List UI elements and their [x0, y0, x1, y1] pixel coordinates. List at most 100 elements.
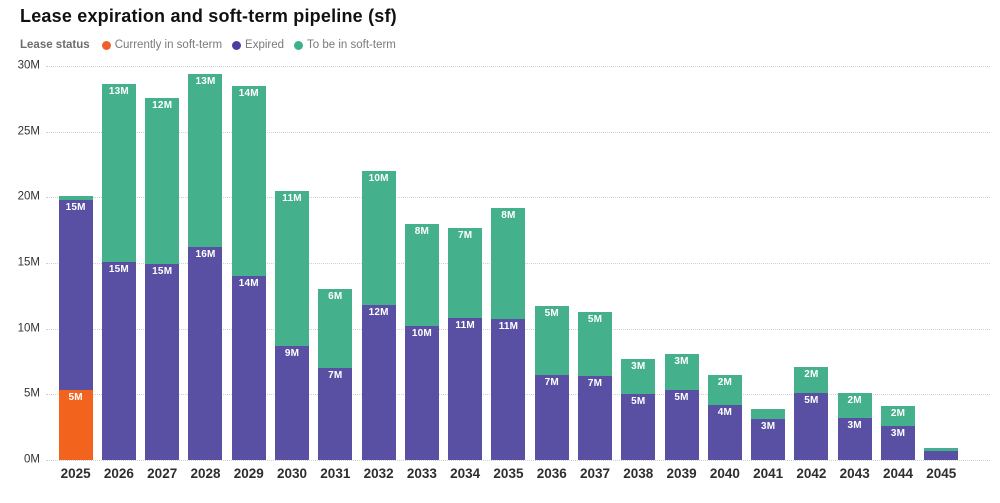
bar-segment-to-be-in-soft-term-2038[interactable]: 3M — [621, 358, 656, 395]
legend-item-currently-in-soft-term[interactable]: Currently in soft-term — [101, 39, 222, 51]
bar-segment-expired-2038[interactable]: 5M — [621, 394, 656, 460]
gridline — [46, 66, 990, 67]
bar-segment-expired-2040[interactable]: 4M — [707, 404, 742, 460]
bar-segment-expired-2042[interactable]: 5M — [794, 393, 829, 460]
bar-segment-to-be-in-soft-term-2041[interactable] — [751, 408, 786, 420]
bar-column-2028: 16M 13M 2028 — [184, 66, 227, 480]
bar-segment-expired-2033[interactable]: 10M — [404, 326, 439, 460]
bar-column-2038: 5M 3M 2038 — [617, 66, 660, 480]
bar-segment-expired-2043[interactable]: 3M — [837, 417, 872, 460]
bar-segment-to-be-in-soft-term-2033[interactable]: 8M — [404, 223, 439, 327]
x-axis-tick-label: 2026 — [103, 466, 134, 481]
x-axis-tick-label: 2044 — [882, 466, 913, 481]
bar-segment-value-label: 2M — [890, 408, 906, 420]
x-axis-tick-label: 2030 — [277, 466, 308, 481]
bar-segment-value-label: 5M — [674, 392, 689, 404]
bar-segment-expired-2029[interactable]: 14M — [231, 276, 266, 460]
bar-segment-value-label: 3M — [847, 419, 862, 431]
bar-segment-value-label: 3M — [890, 427, 906, 439]
bar-segment-value-label: 3M — [760, 421, 776, 433]
bar-column-2029: 14M 14M 2029 — [227, 66, 270, 480]
x-axis-tick-label: 2041 — [753, 466, 784, 481]
bar-segment-expired-2025[interactable]: 15M — [58, 199, 93, 391]
bar-segment-to-be-in-soft-term-2029[interactable]: 14M — [231, 85, 266, 277]
bar-segment-to-be-in-soft-term-2037[interactable]: 5M — [578, 311, 613, 376]
bar-segment-to-be-in-soft-term-2034[interactable]: 7M — [448, 227, 483, 319]
legend-item-label: To be in soft-term — [307, 39, 396, 51]
bar-segment-to-be-in-soft-term-2025[interactable] — [58, 196, 93, 200]
bar-segment-to-be-in-soft-term-2035[interactable]: 8M — [491, 207, 526, 320]
bar-segment-to-be-in-soft-term-2044[interactable]: 2M — [880, 406, 915, 426]
legend: Lease status Currently in soft-term Expir… — [20, 38, 396, 52]
bar-segment-value-label: 5M — [804, 395, 819, 407]
x-axis-tick-label: 2043 — [839, 466, 870, 481]
bar-segment-to-be-in-soft-term-2026[interactable]: 13M — [101, 84, 136, 262]
bar-segment-to-be-in-soft-term-2045[interactable] — [924, 448, 959, 451]
bar-segment-value-label: 12M — [152, 99, 173, 111]
bar-segment-expired-2030[interactable]: 9M — [275, 345, 310, 460]
bar-segment-to-be-in-soft-term-2042[interactable]: 2M — [794, 366, 829, 394]
bar-column-2037: 7M 5M 2037 — [573, 66, 616, 480]
bar-segment-to-be-in-soft-term-2036[interactable]: 5M — [534, 306, 569, 375]
legend-dot-icon — [232, 40, 242, 50]
bar-segment-expired-2041[interactable]: 3M — [751, 419, 786, 460]
bar-segment-expired-2032[interactable]: 12M — [361, 305, 396, 460]
legend-item-expired[interactable]: Expired — [232, 39, 284, 51]
bar-segment-currently-in-soft-term-2025[interactable]: 5M — [58, 390, 93, 460]
bar-segment-value-label: 10M — [411, 328, 432, 340]
y-axis-tick-label: 15M — [17, 256, 40, 269]
bar-column-2042: 5M 2M 2042 — [790, 66, 833, 480]
x-axis-tick-label: 2038 — [623, 466, 654, 481]
bar-segment-expired-2031[interactable]: 7M — [318, 368, 353, 460]
bar-column-2033: 10M 8M 2033 — [400, 66, 443, 480]
bar-segment-value-label: 14M — [238, 278, 259, 290]
legend-item-to-be-in-soft-term[interactable]: To be in soft-term — [294, 39, 396, 51]
bar-segment-expired-2044[interactable]: 3M — [880, 425, 915, 460]
bar-column-2032: 12M 10M 2032 — [357, 66, 400, 480]
bar-segment-value-label: 15M — [152, 266, 173, 278]
bar-segment-value-label: 7M — [458, 229, 473, 241]
bar-segment-to-be-in-soft-term-2030[interactable]: 11M — [275, 190, 310, 346]
bar-column-2026: 15M 13M 2026 — [97, 66, 140, 480]
bar-segment-value-label: 2M — [847, 395, 862, 407]
bar-segment-value-label: 5M — [587, 313, 603, 325]
bar-column-2031: 7M 6M 2031 — [314, 66, 357, 480]
legend-dot-icon — [294, 40, 304, 50]
bar-segment-to-be-in-soft-term-2040[interactable]: 2M — [707, 374, 742, 405]
x-axis-tick-label: 2031 — [320, 466, 351, 481]
bar-segment-value-label: 16M — [195, 249, 216, 261]
bar-segment-expired-2035[interactable]: 11M — [491, 319, 526, 460]
bar-segment-expired-2036[interactable]: 7M — [534, 374, 569, 460]
bar-segment-to-be-in-soft-term-2028[interactable]: 13M — [188, 73, 223, 248]
bar-column-2041: 3M 2041 — [747, 66, 790, 480]
bar-segment-to-be-in-soft-term-2043[interactable]: 2M — [837, 393, 872, 418]
gridline — [46, 197, 990, 199]
bar-segment-expired-2039[interactable]: 5M — [664, 390, 699, 460]
bar-segment-to-be-in-soft-term-2032[interactable]: 10M — [361, 171, 396, 306]
chart-title: Lease expiration and soft-term pipeline … — [20, 6, 397, 26]
bar-segment-expired-2045[interactable] — [924, 450, 959, 460]
y-axis-tick-label: 20M — [17, 190, 40, 203]
legend-item-label: Expired — [245, 39, 285, 51]
bar-column-2035: 11M 8M 2035 — [487, 66, 530, 480]
bar-segment-expired-2034[interactable]: 11M — [448, 318, 483, 460]
bars-container: 5M 15M 2025 15M 13M 2026 15M 12M 2027 16M 13M 2028 1… — [54, 66, 963, 480]
bar-column-2043: 3M 2M 2043 — [833, 66, 876, 480]
bar-segment-expired-2026[interactable]: 15M — [101, 261, 136, 460]
bar-segment-value-label: 8M — [414, 225, 430, 237]
bar-segment-value-label: 13M — [108, 86, 129, 98]
x-axis-tick-label: 2032 — [363, 466, 394, 481]
legend-dot-icon — [101, 40, 111, 50]
bar-segment-to-be-in-soft-term-2039[interactable]: 3M — [664, 353, 699, 391]
bar-segment-value-label: 7M — [328, 370, 343, 382]
bar-segment-expired-2028[interactable]: 16M — [188, 247, 223, 460]
bar-segment-value-label: 5M — [631, 396, 646, 408]
bar-segment-to-be-in-soft-term-2027[interactable]: 12M — [145, 97, 180, 265]
plot-area: 0M 5M 10M 15M 20M 25M 30M 5M 15M 2025 15M 13M 2026 1… — [10, 60, 990, 480]
bar-segment-to-be-in-soft-term-2031[interactable]: 6M — [318, 289, 353, 369]
bar-segment-value-label: 14M — [238, 87, 259, 99]
bar-segment-expired-2027[interactable]: 15M — [145, 264, 180, 460]
gridline — [46, 131, 990, 133]
bar-segment-expired-2037[interactable]: 7M — [578, 375, 613, 460]
bar-segment-value-label: 3M — [631, 360, 646, 372]
